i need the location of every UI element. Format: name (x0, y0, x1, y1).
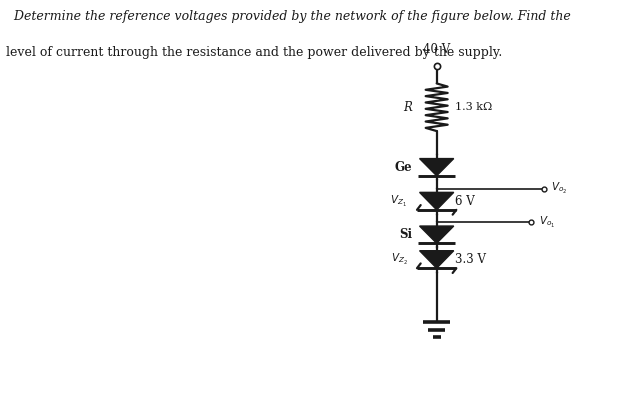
Text: $V_{Z_1}$: $V_{Z_1}$ (391, 194, 407, 209)
Text: $V_{o_1}$: $V_{o_1}$ (539, 215, 555, 230)
Text: 1.3 kΩ: 1.3 kΩ (455, 102, 492, 112)
Text: Determine the reference voltages provided by the network of the figure below. Fi: Determine the reference voltages provide… (6, 10, 571, 23)
Polygon shape (419, 192, 454, 210)
Text: level of current through the resistance and the power delivered by the supply.: level of current through the resistance … (6, 46, 503, 59)
Polygon shape (419, 251, 454, 268)
Text: 40 V: 40 V (423, 43, 450, 55)
Text: $V_{o_2}$: $V_{o_2}$ (551, 181, 567, 196)
Text: $V_{Z_2}$: $V_{Z_2}$ (391, 252, 407, 267)
Polygon shape (419, 159, 454, 176)
Polygon shape (419, 226, 454, 243)
Text: 3.3 V: 3.3 V (455, 253, 486, 266)
Text: Ge: Ge (394, 161, 412, 174)
Text: 6 V: 6 V (455, 195, 475, 208)
Text: Si: Si (399, 228, 412, 241)
Text: R: R (403, 101, 412, 114)
